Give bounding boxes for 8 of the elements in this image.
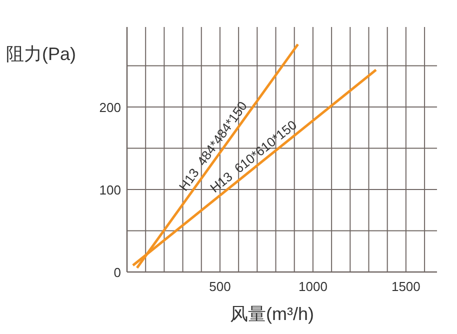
x-axis-title: 风量(m³/h) <box>230 304 314 324</box>
y-axis-title: 阻力(Pa) <box>6 44 76 64</box>
x-tick-label: 500 <box>209 279 231 294</box>
y-tick-label: 100 <box>99 182 121 198</box>
y-tick-label: 200 <box>99 100 121 116</box>
x-tick-label: 1000 <box>298 279 328 294</box>
y-tick-label: 0 <box>114 265 121 280</box>
x-tick-label: 1500 <box>391 279 420 294</box>
